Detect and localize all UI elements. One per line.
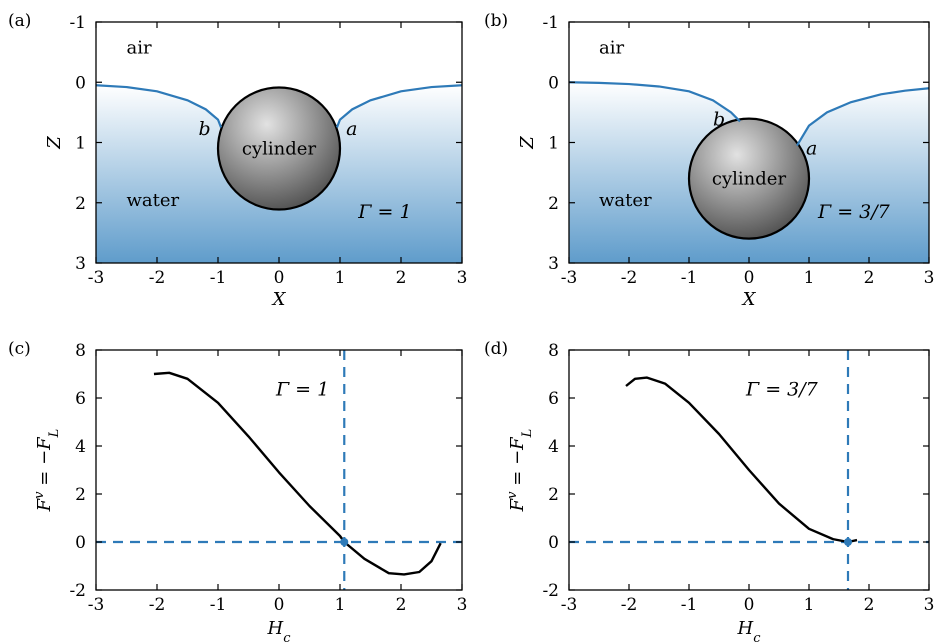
x-tick-label: -2: [149, 595, 166, 615]
y-tick-label: 6: [548, 389, 559, 409]
cylinder-label: cylinder: [242, 139, 317, 160]
x-tick-label: 2: [864, 268, 875, 288]
cylinder: [216, 86, 342, 211]
x-tick-label: 3: [924, 268, 935, 288]
y-tick-label: 4: [548, 437, 559, 457]
x-tick-label: -2: [621, 595, 638, 615]
panel-b: (b) cylinder air water a b Γ = 3/7 -3 -2 -1 0 1 2 3 -1…: [484, 11, 934, 310]
cylinder: [687, 117, 811, 240]
y-tick-label: -2: [542, 581, 559, 601]
y-tick-label: -1: [69, 13, 86, 33]
y-tick-label: 2: [75, 194, 86, 214]
y-tick-label: 1: [548, 134, 559, 154]
air-label: air: [599, 37, 624, 58]
equilibrium-point: [340, 538, 349, 546]
x-tick-label: 2: [396, 268, 407, 288]
x-tick-label: -1: [210, 268, 227, 288]
x-tick-label: 3: [457, 268, 468, 288]
y-tick-label: 0: [75, 533, 86, 553]
x-axis-label: X: [741, 289, 757, 310]
x-axis-label: Hc: [737, 618, 762, 642]
y-tick-label: 3: [75, 254, 86, 274]
x-tick-label: -1: [681, 268, 698, 288]
x-tick-label: 1: [804, 595, 815, 615]
x-tick-label: -3: [561, 595, 578, 615]
y-axis-label: Z: [517, 136, 538, 150]
x-tick-label: -3: [88, 595, 105, 615]
y-tick-label: -1: [542, 13, 559, 33]
x-tick-label: 3: [457, 595, 468, 615]
panel-letter: (d): [484, 339, 508, 359]
x-tick-label: -2: [149, 268, 166, 288]
y-tick-label: -2: [69, 581, 86, 601]
x-tick-label: -3: [88, 268, 105, 288]
x-tick-label: 0: [744, 268, 755, 288]
water-label: water: [599, 190, 652, 211]
y-tick-label: 2: [548, 485, 559, 505]
y-tick-label: 0: [548, 73, 559, 93]
x-tick-label: 1: [335, 268, 346, 288]
x-tick-label: -3: [561, 268, 578, 288]
point-b-label: b: [198, 118, 210, 140]
gamma-label: Γ = 3/7: [745, 379, 819, 401]
x-tick-label: -2: [621, 268, 638, 288]
x-axis-label: X: [271, 289, 287, 310]
y-tick-label: 0: [75, 73, 86, 93]
x-tick-label: 0: [274, 268, 285, 288]
x-tick-label: 0: [274, 595, 285, 615]
x-axis-label: Hc: [267, 618, 292, 642]
x-tick-label: 2: [864, 595, 875, 615]
x-tick-label: -1: [210, 595, 227, 615]
y-tick-label: 6: [75, 389, 86, 409]
y-tick-label: 1: [75, 134, 86, 154]
force-curve: [625, 376, 858, 544]
interface-line: [95, 84, 223, 128]
x-tick-label: 1: [804, 268, 815, 288]
y-tick-label: 4: [75, 437, 86, 457]
panel-letter: (b): [484, 11, 508, 31]
panel-letter: (c): [8, 339, 31, 359]
point-a-label: a: [346, 118, 357, 140]
point-a-label: a: [806, 138, 817, 160]
interface-line: [568, 81, 741, 123]
y-axis-label: Fv = −FL: [505, 429, 535, 513]
panel-letter: (a): [8, 11, 31, 31]
x-tick-label: 1: [335, 595, 346, 615]
x-tick-label: 0: [744, 595, 755, 615]
force-curve: [153, 371, 442, 576]
y-tick-label: 2: [75, 485, 86, 505]
y-tick-label: 8: [75, 341, 86, 361]
gamma-label: Γ = 1: [275, 379, 329, 401]
gamma-label: Γ = 1: [357, 201, 411, 223]
air-label: air: [127, 37, 152, 58]
y-axis-label: Z: [44, 136, 65, 150]
equilibrium-point: [844, 538, 852, 546]
x-tick-label: 2: [396, 595, 407, 615]
x-tick-label: 3: [924, 595, 935, 615]
interface-line: [335, 84, 463, 128]
water-label: water: [127, 190, 180, 211]
y-tick-label: 8: [548, 341, 559, 361]
y-tick-label: 3: [548, 254, 559, 274]
point-b-label: b: [713, 109, 725, 131]
cylinder-label: cylinder: [712, 169, 787, 190]
interface-line: [796, 87, 930, 147]
y-tick-label: 2: [548, 194, 559, 214]
y-axis-label: Fv = −FL: [32, 429, 62, 513]
x-tick-label: -1: [681, 595, 698, 615]
panel-a: (a) cylinder air water a b Γ = 1 -3 -2 -1 0 1 2 3 -1 0 1…: [8, 11, 467, 310]
gamma-label: Γ = 3/7: [817, 201, 891, 223]
y-tick-label: 0: [548, 533, 559, 553]
